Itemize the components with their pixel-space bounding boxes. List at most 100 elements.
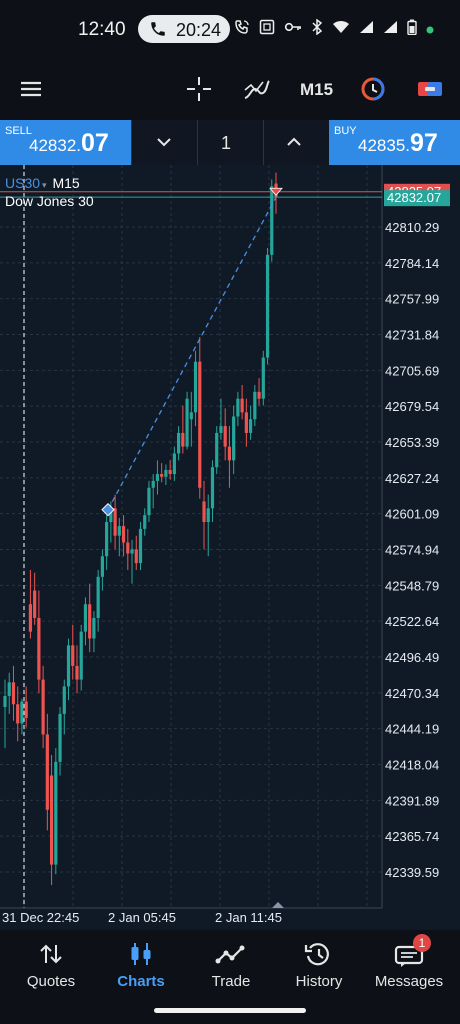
y-tick-label: 42522.64 [385, 614, 439, 629]
system-nav-bar [0, 996, 460, 1024]
candle-body [151, 480, 155, 488]
y-tick-label: 42418.04 [385, 758, 439, 773]
sell-label: SELL [5, 125, 32, 137]
tab-messages-label: Messages [374, 973, 444, 990]
trade-icon [185, 941, 277, 967]
sell-price: 42832.07 [29, 129, 109, 158]
chart-toolbar: M15 [0, 60, 460, 120]
candle-body [54, 761, 58, 865]
candle-body [219, 426, 223, 433]
y-tick-label: 42705.69 [385, 363, 439, 378]
quotes-icon [5, 941, 97, 967]
buy-button[interactable]: BUY 42835.97 [329, 120, 460, 165]
candle-body [11, 682, 16, 705]
candle-body [109, 508, 113, 523]
y-tick-label: 42391.89 [385, 793, 439, 808]
candle-body [168, 469, 172, 475]
history-icon [273, 941, 365, 967]
nfc-icon [259, 19, 275, 40]
bottom-tab-bar: Quotes Charts Trade History 1 Messages [0, 930, 460, 996]
y-tick-label: 42784.14 [385, 256, 439, 271]
candle-body [185, 398, 189, 447]
candle-body [7, 682, 11, 697]
y-tick-label: 42757.99 [385, 292, 439, 307]
candle-body [33, 590, 37, 618]
candle-body [58, 713, 62, 762]
candle-body [248, 419, 253, 433]
candle-body [240, 398, 244, 413]
trade-exit-marker [269, 187, 283, 196]
candle-body [143, 515, 147, 529]
y-tick-label: 42470.34 [385, 686, 439, 701]
dot-icon [426, 21, 434, 39]
y-tick-label: 42627.24 [385, 471, 439, 486]
buy-price: 42835.97 [358, 129, 438, 158]
candle-body [155, 474, 160, 481]
candlestick-chart[interactable]: 42810.29 42784.14 42757.99 42731.84 42705.69… [0, 165, 460, 930]
buy-price-main: 42835. [358, 136, 410, 155]
system-icons [234, 18, 434, 40]
hamburger-icon[interactable] [20, 76, 42, 107]
y-tick-label: 42548.79 [385, 578, 439, 593]
tab-quotes[interactable]: Quotes [5, 930, 97, 996]
candle-body [28, 604, 33, 632]
candle-body [117, 526, 121, 536]
x-tick-label: 2 Jan 11:45 [215, 910, 282, 925]
candle-body [66, 645, 71, 687]
lot-volume[interactable]: 1 [221, 133, 232, 153]
candle-body [181, 432, 185, 447]
candle-body [16, 704, 20, 724]
candle-body [193, 361, 198, 413]
tab-charts-label: Charts [117, 973, 165, 990]
indicator-icon[interactable] [243, 76, 271, 107]
wifi-icon [332, 20, 350, 39]
y-tick-label: 42339.59 [385, 865, 439, 880]
candle-body [83, 604, 88, 632]
ongoing-call-pill[interactable]: 20:24 [138, 15, 230, 43]
candle-body [134, 549, 138, 564]
divider [197, 120, 198, 165]
crosshair-icon[interactable] [186, 76, 212, 107]
tab-history[interactable]: History [273, 930, 365, 996]
tab-trade-label: Trade [211, 973, 251, 990]
tab-trade[interactable]: Trade [185, 930, 277, 996]
candle-body [172, 453, 176, 475]
buy-label: BUY [334, 125, 357, 137]
chart-background [0, 165, 460, 930]
candle-body [270, 186, 274, 255]
tab-quotes-label: Quotes [26, 973, 76, 990]
timeframe-selector[interactable]: M15 [300, 80, 334, 99]
bid-price-label: 42832.07 [387, 190, 441, 205]
chart-symbol[interactable]: US30 [5, 175, 41, 191]
symbol-dropdown-icon[interactable]: ▾ [42, 180, 47, 190]
tab-messages[interactable]: 1 Messages [363, 930, 455, 996]
candle-body [138, 528, 143, 564]
candle-body [206, 508, 210, 523]
candle-body [227, 446, 232, 461]
chevron-up-icon[interactable] [285, 130, 303, 159]
candle-body [20, 701, 24, 724]
candle-body [236, 398, 240, 417]
sell-price-pips: 07 [81, 129, 109, 157]
home-gesture-handle[interactable] [154, 1008, 306, 1013]
candle-body [223, 426, 227, 447]
candle-body [62, 686, 66, 714]
price-chart[interactable]: 42810.29 42784.14 42757.99 42731.84 42705.69… [0, 165, 460, 930]
candle-body [210, 467, 215, 509]
candle-body [261, 357, 265, 399]
chevron-down-icon[interactable] [155, 130, 173, 159]
tab-charts[interactable]: Charts [95, 930, 187, 996]
candle-body [189, 412, 193, 420]
candle-body [113, 508, 117, 536]
chart-timeframe: M15 [52, 175, 80, 191]
trade-toggle-icon[interactable] [416, 76, 444, 107]
candle-body [130, 549, 134, 554]
clock-icon[interactable] [360, 76, 386, 107]
candle-body [105, 522, 109, 557]
y-tick-label: 42679.54 [385, 399, 439, 414]
chart-symbol-row: US30 ▾ M15 [5, 175, 80, 191]
signal-icon [359, 20, 374, 39]
sell-button[interactable]: SELL 42832.07 [0, 120, 131, 165]
divider [131, 120, 132, 165]
candle-body [253, 391, 257, 420]
